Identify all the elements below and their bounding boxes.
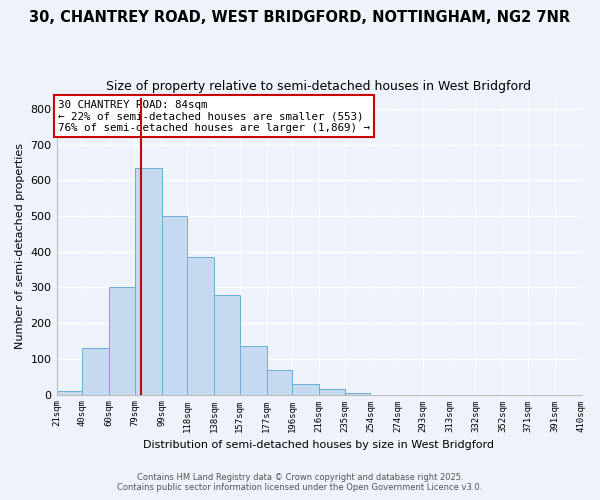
Bar: [345, 393, 370, 394]
Bar: [134, 168, 161, 394]
Bar: [187, 257, 214, 394]
Bar: [161, 216, 187, 394]
Bar: [82, 348, 109, 395]
Bar: [109, 288, 134, 395]
Bar: [266, 370, 292, 394]
Text: Contains HM Land Registry data © Crown copyright and database right 2025.
Contai: Contains HM Land Registry data © Crown c…: [118, 473, 482, 492]
Bar: [292, 384, 319, 394]
X-axis label: Distribution of semi-detached houses by size in West Bridgford: Distribution of semi-detached houses by …: [143, 440, 494, 450]
Y-axis label: Number of semi-detached properties: Number of semi-detached properties: [15, 144, 25, 350]
Bar: [319, 389, 345, 394]
Text: 30 CHANTREY ROAD: 84sqm
← 22% of semi-detached houses are smaller (553)
76% of s: 30 CHANTREY ROAD: 84sqm ← 22% of semi-de…: [58, 100, 370, 133]
Bar: [240, 346, 266, 395]
Title: Size of property relative to semi-detached houses in West Bridgford: Size of property relative to semi-detach…: [106, 80, 531, 93]
Bar: [214, 294, 240, 394]
Bar: [56, 391, 82, 394]
Text: 30, CHANTREY ROAD, WEST BRIDGFORD, NOTTINGHAM, NG2 7NR: 30, CHANTREY ROAD, WEST BRIDGFORD, NOTTI…: [29, 10, 571, 25]
